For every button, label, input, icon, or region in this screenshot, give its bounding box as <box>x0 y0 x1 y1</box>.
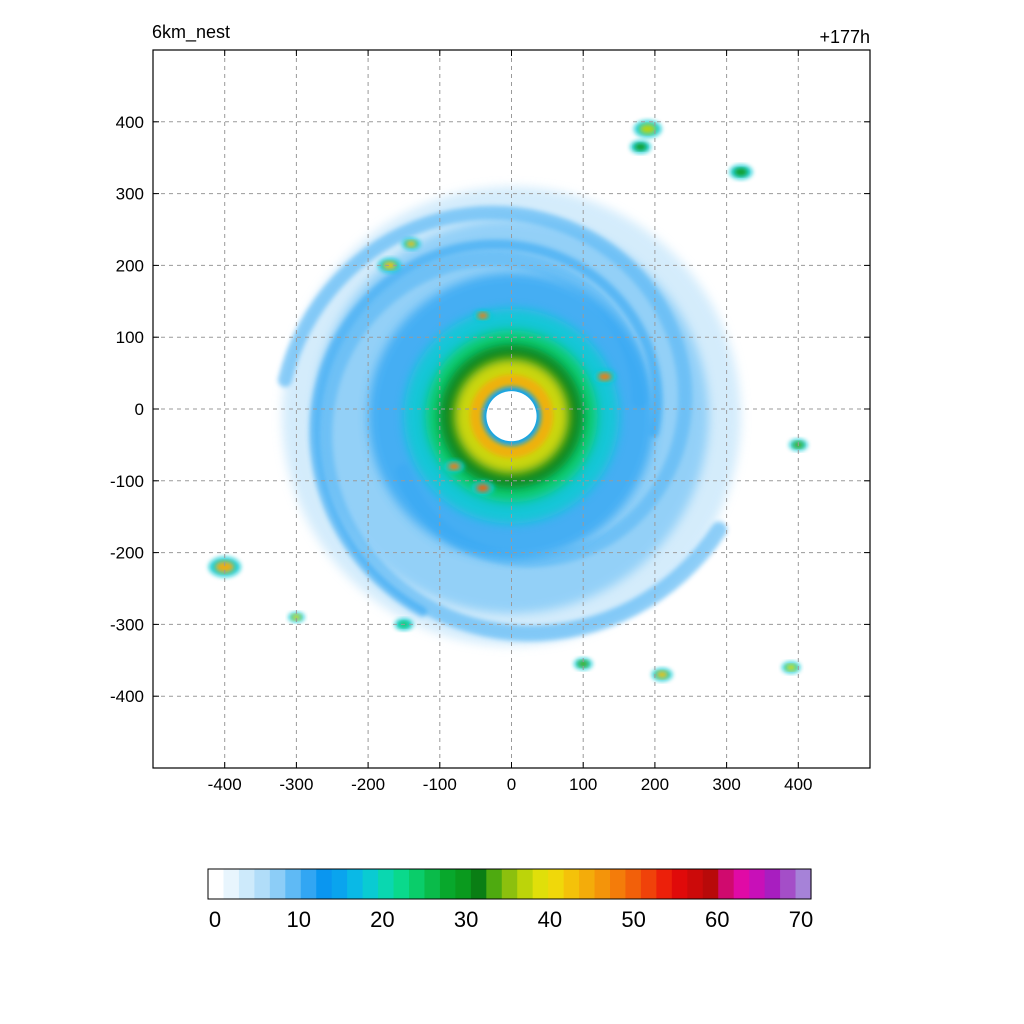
colorbar-segment <box>455 869 472 899</box>
convective-cell-core <box>477 312 488 319</box>
convective-cell-core <box>734 168 748 177</box>
colorbar-tick-label: 50 <box>621 907 645 932</box>
x-tick-label: 100 <box>569 775 597 794</box>
colorbar-segment <box>764 869 781 899</box>
colorbar-segment <box>470 869 487 899</box>
convective-cell-core <box>598 372 612 381</box>
colorbar-tick-label: 60 <box>705 907 729 932</box>
colorbar-segment <box>517 869 534 899</box>
colorbar-tick-label: 40 <box>538 907 562 932</box>
colorbar-segment <box>316 869 333 899</box>
colorbar-segment <box>223 869 240 899</box>
convective-cell-core <box>405 240 417 248</box>
colorbar-segment <box>640 869 657 899</box>
colorbar-segment <box>687 869 704 899</box>
y-tick-label: -400 <box>110 687 144 706</box>
y-tick-label: 100 <box>116 328 144 347</box>
colorbar-segment <box>347 869 364 899</box>
colorbar-segment <box>285 869 302 899</box>
x-tick-label: 0 <box>507 775 516 794</box>
y-tick-label: -100 <box>110 472 144 491</box>
convective-cell-core <box>639 124 656 134</box>
colorbar-segment <box>300 869 317 899</box>
y-tick-label: 0 <box>135 400 144 419</box>
y-tick-label: -300 <box>110 615 144 634</box>
convective-cell-core <box>656 671 668 679</box>
colorbar-segment <box>208 869 225 899</box>
colorbar-segment <box>656 869 673 899</box>
colorbar-segment <box>625 869 642 899</box>
convective-cell-core <box>785 664 797 671</box>
y-tick-label: -200 <box>110 544 144 563</box>
colorbar-segment <box>331 869 348 899</box>
spiral-band <box>309 239 663 617</box>
convective-cell-core <box>448 462 460 470</box>
y-axis-ticks: 400 300 200 100 0 -100 -200 -300 -400 <box>110 113 870 706</box>
x-axis-ticks: -400 -300 -200 -100 0 100 200 300 400 <box>208 50 812 794</box>
colorbar-tick-label: 20 <box>370 907 394 932</box>
colorbar-segment <box>548 869 565 899</box>
colorbar-segment <box>749 869 766 899</box>
colorbar-segment <box>393 869 410 899</box>
colorbar-segment <box>718 869 735 899</box>
colorbar-segment <box>486 869 503 899</box>
colorbar-segment <box>532 869 549 899</box>
convective-cell-core <box>291 614 301 620</box>
colorbar-segment <box>594 869 611 899</box>
colorbar-tick-label: 10 <box>286 907 310 932</box>
x-tick-label: -200 <box>351 775 385 794</box>
y-tick-label: 400 <box>116 113 144 132</box>
colorbar-segment <box>733 869 750 899</box>
colorbar-segment <box>424 869 441 899</box>
colorbar-tick-label: 70 <box>789 907 813 932</box>
y-tick-label: 300 <box>116 185 144 204</box>
convective-cell-core <box>634 143 647 151</box>
convective-cell-core <box>215 561 234 573</box>
colorbar-segment <box>780 869 797 899</box>
eye <box>486 391 537 442</box>
colorbar-segment <box>362 869 379 899</box>
x-tick-label: 400 <box>784 775 812 794</box>
convective-cell-core <box>383 261 397 270</box>
x-tick-label: -400 <box>208 775 242 794</box>
forecast-hour-label: +177h <box>819 27 870 47</box>
spiral-band <box>316 250 728 642</box>
colorbar-segment <box>563 869 580 899</box>
colorbar-tick-label: 0 <box>209 907 221 932</box>
colorbar-segment <box>269 869 286 899</box>
chart-title: 6km_nest <box>152 22 231 42</box>
colorbar-segment <box>409 869 426 899</box>
x-tick-label: -100 <box>423 775 457 794</box>
colorbar-segment <box>579 869 596 899</box>
colorbar-segment <box>439 869 456 899</box>
colorbar-segment <box>378 869 395 899</box>
colorbar-frame <box>207 868 812 900</box>
colorbar-tick-label: 30 <box>454 907 478 932</box>
precip-field <box>208 120 808 682</box>
colorbar-segment <box>671 869 688 899</box>
colorbar-segment <box>702 869 719 899</box>
x-tick-label: 200 <box>641 775 669 794</box>
y-tick-label: 200 <box>116 256 144 275</box>
colorbar-segment <box>610 869 627 899</box>
colorbar: 0 10 20 30 40 50 60 70 <box>207 868 813 932</box>
convective-cell-core <box>476 484 490 492</box>
x-tick-label: 300 <box>712 775 740 794</box>
x-tick-label: -300 <box>279 775 313 794</box>
colorbar-segment <box>501 869 518 899</box>
colorbar-segment <box>254 869 271 899</box>
colorbar-segment <box>795 869 812 899</box>
colorbar-segment <box>238 869 255 899</box>
convective-cell-core <box>578 660 589 668</box>
